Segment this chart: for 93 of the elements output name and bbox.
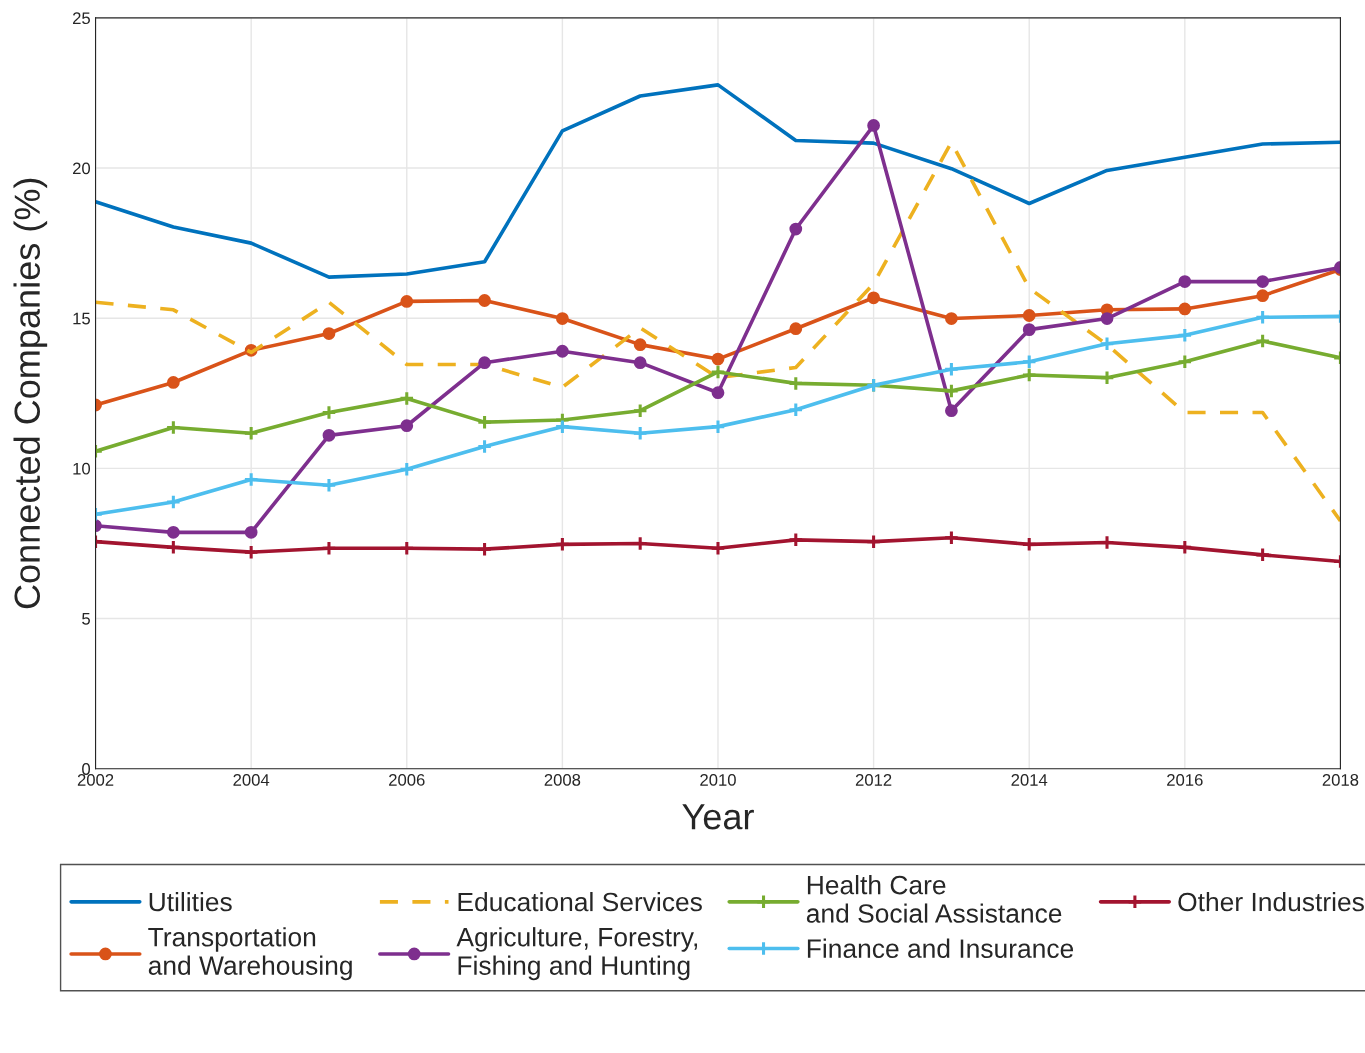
point xyxy=(789,222,803,236)
point xyxy=(321,540,337,557)
legend-label: Finance and Insurance xyxy=(807,938,1074,958)
x-tick-label: 2004 xyxy=(233,773,270,786)
point xyxy=(1177,353,1193,370)
x-tick-label: 2012 xyxy=(855,773,892,786)
point xyxy=(1099,335,1115,352)
point xyxy=(1099,369,1115,386)
point xyxy=(710,418,726,435)
point xyxy=(1178,275,1192,288)
point xyxy=(788,532,804,548)
point xyxy=(165,494,182,510)
legend-label: Educational Services xyxy=(458,891,702,912)
point xyxy=(398,540,415,557)
legend-label: Agriculture, Forestry, Fishing and Hunting xyxy=(456,927,697,981)
point xyxy=(867,291,880,305)
point xyxy=(1022,309,1036,322)
point xyxy=(1022,323,1036,337)
legend-label: Transportation and Warehousing xyxy=(148,927,352,981)
point xyxy=(165,539,182,556)
point xyxy=(711,352,725,366)
point xyxy=(400,419,414,433)
x-tick-label: 2006 xyxy=(389,773,425,786)
point xyxy=(632,402,648,419)
point xyxy=(945,404,958,418)
point xyxy=(476,414,493,430)
x-tick-label: 2018 xyxy=(1322,773,1359,786)
point xyxy=(322,327,336,340)
point xyxy=(1256,289,1270,303)
x-tick-label: 2014 xyxy=(1011,773,1048,786)
legend-label: Other Industries xyxy=(1178,891,1364,912)
point xyxy=(322,428,336,442)
line-series xyxy=(95,83,1341,279)
point xyxy=(166,376,180,389)
point xyxy=(243,425,259,442)
point xyxy=(789,322,803,336)
y-tick-label: 0 xyxy=(82,763,91,775)
point xyxy=(1100,312,1114,325)
point xyxy=(476,438,493,455)
point xyxy=(1021,367,1037,383)
point xyxy=(243,471,259,488)
point xyxy=(478,356,491,370)
y-tick-label: 15 xyxy=(73,312,90,325)
y-tick-label: 20 xyxy=(72,162,91,175)
y-tick-label: 10 xyxy=(73,462,91,475)
y-axis-title: Connected Companies (%) xyxy=(13,178,48,609)
point xyxy=(1177,539,1193,556)
point xyxy=(945,312,958,325)
point xyxy=(166,525,180,539)
point xyxy=(943,361,960,378)
point xyxy=(1177,327,1193,344)
point xyxy=(633,338,647,352)
point xyxy=(1254,333,1271,349)
point xyxy=(554,418,571,435)
point xyxy=(555,344,569,358)
point xyxy=(710,540,726,557)
point xyxy=(943,383,960,399)
point xyxy=(321,404,337,421)
point xyxy=(1256,275,1270,288)
point xyxy=(633,356,647,370)
point xyxy=(398,390,415,407)
point xyxy=(555,312,569,325)
point xyxy=(943,529,960,546)
legend-label: Utilities xyxy=(149,891,232,912)
point xyxy=(867,119,880,132)
point xyxy=(165,419,182,436)
x-tick-label: 2010 xyxy=(700,773,736,786)
point xyxy=(632,425,648,442)
point xyxy=(710,364,726,380)
point xyxy=(398,461,415,478)
point xyxy=(244,525,258,539)
point xyxy=(1021,536,1037,553)
legend-label: Health Care and Social Assistance xyxy=(806,875,1062,923)
point xyxy=(711,386,725,400)
point xyxy=(478,294,491,307)
point xyxy=(1178,302,1192,316)
x-tick-label: 2002 xyxy=(77,773,114,786)
x-tick-label: 2016 xyxy=(1167,773,1203,786)
y-tick-label: 25 xyxy=(72,12,90,25)
point xyxy=(243,544,259,560)
point xyxy=(788,375,804,392)
point xyxy=(1254,547,1271,563)
point xyxy=(400,295,414,308)
point xyxy=(554,536,571,553)
point xyxy=(476,541,493,557)
x-axis-title: Year xyxy=(682,804,754,830)
point xyxy=(865,533,882,550)
point xyxy=(1254,309,1271,326)
x-tick-label: 2008 xyxy=(544,773,581,786)
y-tick-label: 5 xyxy=(82,613,90,625)
point xyxy=(788,402,804,418)
point xyxy=(321,477,337,493)
point xyxy=(1021,353,1037,370)
